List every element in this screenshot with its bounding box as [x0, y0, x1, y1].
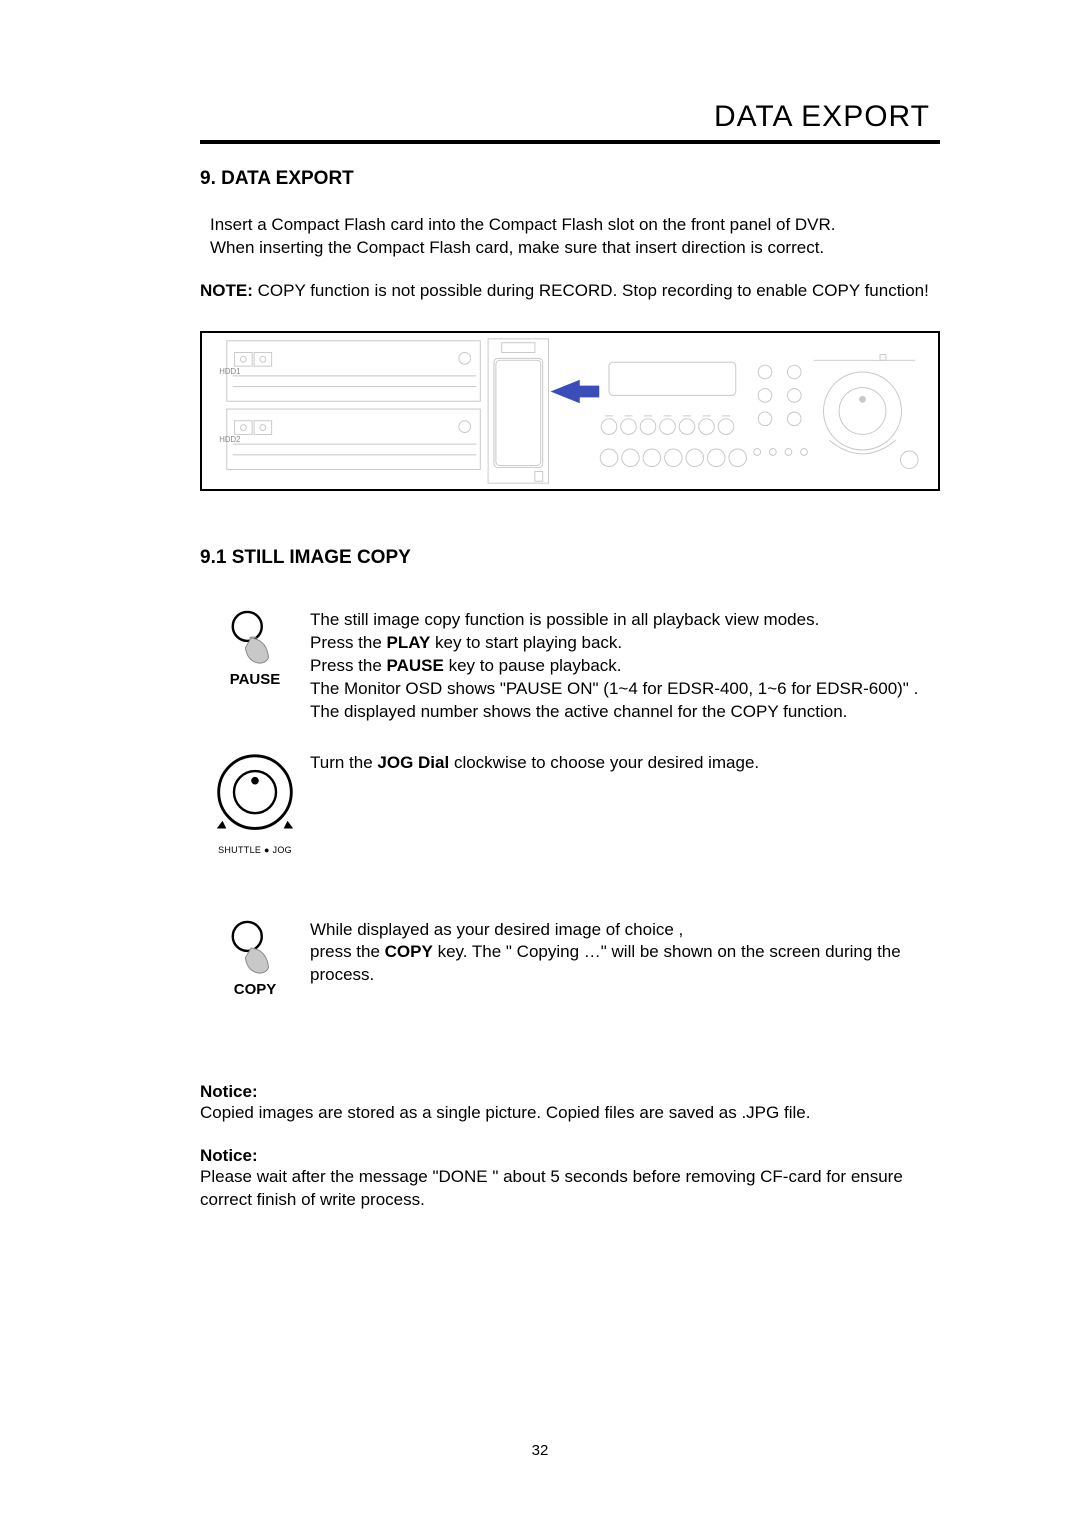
pause-t2b: PLAY [387, 633, 431, 652]
pause-t3a: Press the [310, 656, 387, 675]
dvr-panel-svg: HDD1 HDD2 [202, 333, 938, 489]
subsection-title: 9.1 STILL IMAGE COPY [200, 547, 940, 569]
channel-grid [758, 365, 801, 425]
copy-t2b: COPY [385, 942, 433, 961]
pause-t3b: PAUSE [387, 656, 444, 675]
pause-caption: PAUSE [200, 671, 310, 688]
copy-t1: While displayed as your desired image of… [310, 920, 683, 939]
intro-paragraph: Insert a Compact Flash card into the Com… [210, 214, 940, 260]
notice2-label: Notice: [200, 1146, 940, 1166]
section-title: 9. DATA EXPORT [200, 168, 940, 190]
jog-dial-icon [824, 372, 902, 454]
aux-button-row [754, 448, 808, 455]
pause-t2a: Press the [310, 633, 387, 652]
notice1-label: Notice: [200, 1082, 940, 1102]
page-number: 32 [0, 1442, 1080, 1459]
hdd1-label: HDD1 [219, 367, 240, 376]
copy-caption: COPY [200, 981, 310, 998]
jog-text: Turn the JOG Dial clockwise to choose yo… [310, 752, 940, 775]
notice2-text: Please wait after the message "DONE " ab… [200, 1166, 940, 1212]
jog-t1c: clockwise to choose your desired image. [449, 753, 759, 772]
pause-button-icon [226, 609, 284, 667]
jog-t1a: Turn the [310, 753, 377, 772]
pause-row: PAUSE The still image copy function is p… [200, 609, 940, 724]
copy-row: COPY While displayed as your desired ima… [200, 919, 940, 998]
pause-t4: The Monitor OSD shows "PAUSE ON" (1~4 fo… [310, 679, 918, 721]
header-rule [200, 140, 940, 144]
jog-caption: SHUTTLE ● JOG [200, 845, 310, 855]
notice1-text: Copied images are stored as a single pic… [200, 1102, 940, 1125]
pause-t1: The still image copy function is possibl… [310, 610, 819, 629]
note-label: NOTE: [200, 281, 253, 300]
copy-text: While displayed as your desired image of… [310, 919, 940, 988]
copy-t2a: press the [310, 942, 385, 961]
button-row-1 [601, 416, 734, 435]
hdd2-label: HDD2 [219, 435, 240, 444]
dvr-front-panel-figure: HDD1 HDD2 [200, 331, 940, 491]
intro-line-1: Insert a Compact Flash card into the Com… [210, 215, 836, 234]
pause-text: The still image copy function is possibl… [310, 609, 940, 724]
copy-button-icon [226, 919, 284, 977]
cf-slot-arrow-icon [551, 380, 600, 403]
page-header-title: DATA EXPORT [200, 100, 940, 134]
pause-t2c: key to start playing back. [430, 633, 622, 652]
intro-line-2: When inserting the Compact Flash card, m… [210, 238, 824, 257]
jog-row: SHUTTLE ● JOG Turn the JOG Dial clockwis… [200, 752, 940, 855]
jog-t1b: JOG Dial [377, 753, 449, 772]
pause-t3c: key to pause playback. [444, 656, 622, 675]
button-row-2 [600, 449, 746, 467]
note-block: NOTE: COPY function is not possible duri… [200, 280, 940, 303]
note-text: COPY function is not possible during REC… [253, 281, 929, 300]
jog-dial-icon [200, 752, 310, 843]
